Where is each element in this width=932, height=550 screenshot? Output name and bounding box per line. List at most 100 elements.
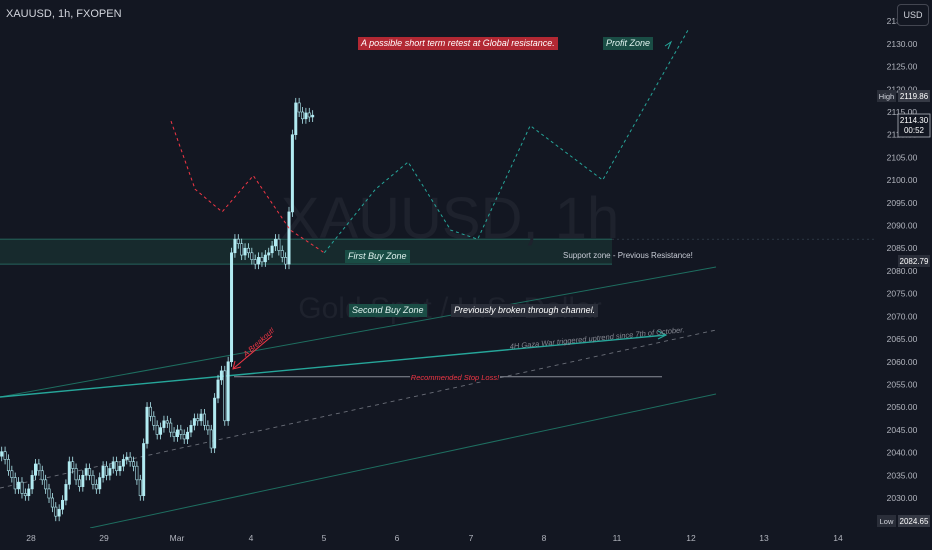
time-tick-label: 4: [249, 533, 254, 543]
projection-arrowhead: [664, 40, 673, 50]
candle-body: [67, 461, 71, 485]
time-tick-label: 13: [759, 533, 769, 543]
profit-zone-label: Profit Zone: [603, 37, 654, 50]
channel-upper-line: [0, 266, 717, 398]
time-axis-bg: [0, 528, 874, 550]
candle-body: [260, 257, 264, 263]
candle-body: [277, 238, 281, 251]
candle-body: [3, 451, 7, 460]
time-tick-label: 14: [833, 533, 843, 543]
candle-body: [179, 429, 183, 435]
candle-body: [13, 477, 17, 490]
candle-body: [155, 425, 159, 435]
candle-body: [138, 479, 142, 497]
price-tick-label: 2120.00: [887, 84, 918, 94]
breakout-arrow-shaft: [233, 335, 273, 369]
price-axis: 2030.00 2035.00 2040.00 2045.00 2050.00 2055.…: [874, 0, 932, 550]
candle-body: [209, 429, 213, 449]
candle-body: [253, 259, 257, 265]
candle-body: [162, 420, 166, 428]
candle-body: [189, 425, 193, 433]
stop-loss-label: Recommended Stop Loss!: [411, 373, 500, 382]
candle-body: [246, 247, 250, 254]
candle-body: [169, 422, 173, 433]
candle-body: [226, 361, 230, 422]
time-tick-label: 12: [686, 533, 696, 543]
candle-body: [175, 429, 179, 437]
low-price-badge-value-bg: [898, 515, 930, 527]
candle-body: [111, 461, 115, 469]
candle-body: [273, 238, 277, 247]
candle-body: [294, 102, 298, 136]
price-tick-label: 2035.00: [887, 470, 918, 480]
candle-body: [280, 250, 284, 258]
candle-body: [172, 431, 176, 437]
time-tick-label: 6: [395, 533, 400, 543]
candle-body: [152, 415, 156, 426]
candle-body: [50, 497, 54, 508]
candle-body: [311, 114, 315, 118]
low-price-badge: Low 2024.65: [877, 515, 930, 527]
channel-lower-line: [89, 393, 717, 529]
price-tick-label: 2130.00: [887, 39, 918, 49]
candle-body: [270, 245, 274, 254]
candle-body: [81, 474, 85, 487]
candle-body: [165, 420, 169, 424]
time-axis: 28 29 Mar 4 5 6 7 8 11 12 13 14: [0, 528, 874, 550]
stop-loss-label-bg: [410, 370, 500, 382]
candle-body: [94, 484, 98, 490]
low-price-badge-tag: Low: [880, 517, 894, 526]
candle-body: [230, 252, 234, 363]
bullish-projection-path: [323, 30, 689, 254]
candle-body: [44, 479, 48, 490]
watermark-symbol: XAUUSD, 1h: [281, 186, 619, 251]
candle-body: [57, 509, 61, 517]
price-tick-label: 2095.00: [887, 198, 918, 208]
candle-body: [10, 470, 14, 478]
time-tick-label: 5: [322, 533, 327, 543]
candle-body: [148, 406, 152, 417]
candle-body: [128, 456, 132, 462]
candle-body: [287, 211, 291, 265]
candle-body: [182, 434, 186, 440]
candle-body: [71, 461, 75, 469]
candle-body: [196, 418, 200, 422]
channel-mid-dashed-line: [0, 329, 717, 489]
support-price-value: 2082.79: [900, 257, 929, 266]
price-tick-label: 2080.00: [887, 266, 918, 276]
candle-body: [223, 370, 227, 422]
candle-body: [84, 468, 88, 476]
time-tick-label: 8: [542, 533, 547, 543]
candle-body: [40, 470, 44, 481]
candle-body: [20, 481, 24, 494]
time-tick-label: 29: [99, 533, 109, 543]
candle-body: [77, 479, 81, 487]
price-tick-label: 2115.00: [887, 107, 917, 117]
support-price-badge-bg: [898, 255, 930, 267]
broken-channel-label: Previously broken through channel.: [451, 304, 599, 317]
candle-body: [30, 474, 34, 490]
candle-body: [17, 481, 21, 490]
candle-body: [47, 488, 51, 499]
price-tick-label: 2085.00: [887, 243, 918, 253]
candle-body: [98, 477, 102, 490]
candle-body: [101, 465, 105, 478]
candle-body: [142, 443, 146, 497]
candle-body: [104, 465, 108, 476]
candle-body: [135, 465, 139, 481]
current-price-timer: 00:52: [904, 126, 925, 135]
high-price-badge-value-bg: [898, 90, 930, 102]
support-zone-label: Support zone - Previous Resistance!: [563, 251, 693, 260]
first-buy-zone-label: First Buy Zone: [345, 250, 410, 263]
candle-body: [108, 468, 112, 476]
candle-body: [145, 406, 149, 444]
currency-button[interactable]: USD: [897, 4, 929, 26]
high-price-badge: High 2119.86: [877, 90, 930, 102]
candle-body: [159, 427, 163, 435]
candle-body: [132, 461, 136, 467]
price-tick-label: 2090.00: [887, 221, 918, 231]
price-tick-label: 2070.00: [887, 311, 918, 321]
